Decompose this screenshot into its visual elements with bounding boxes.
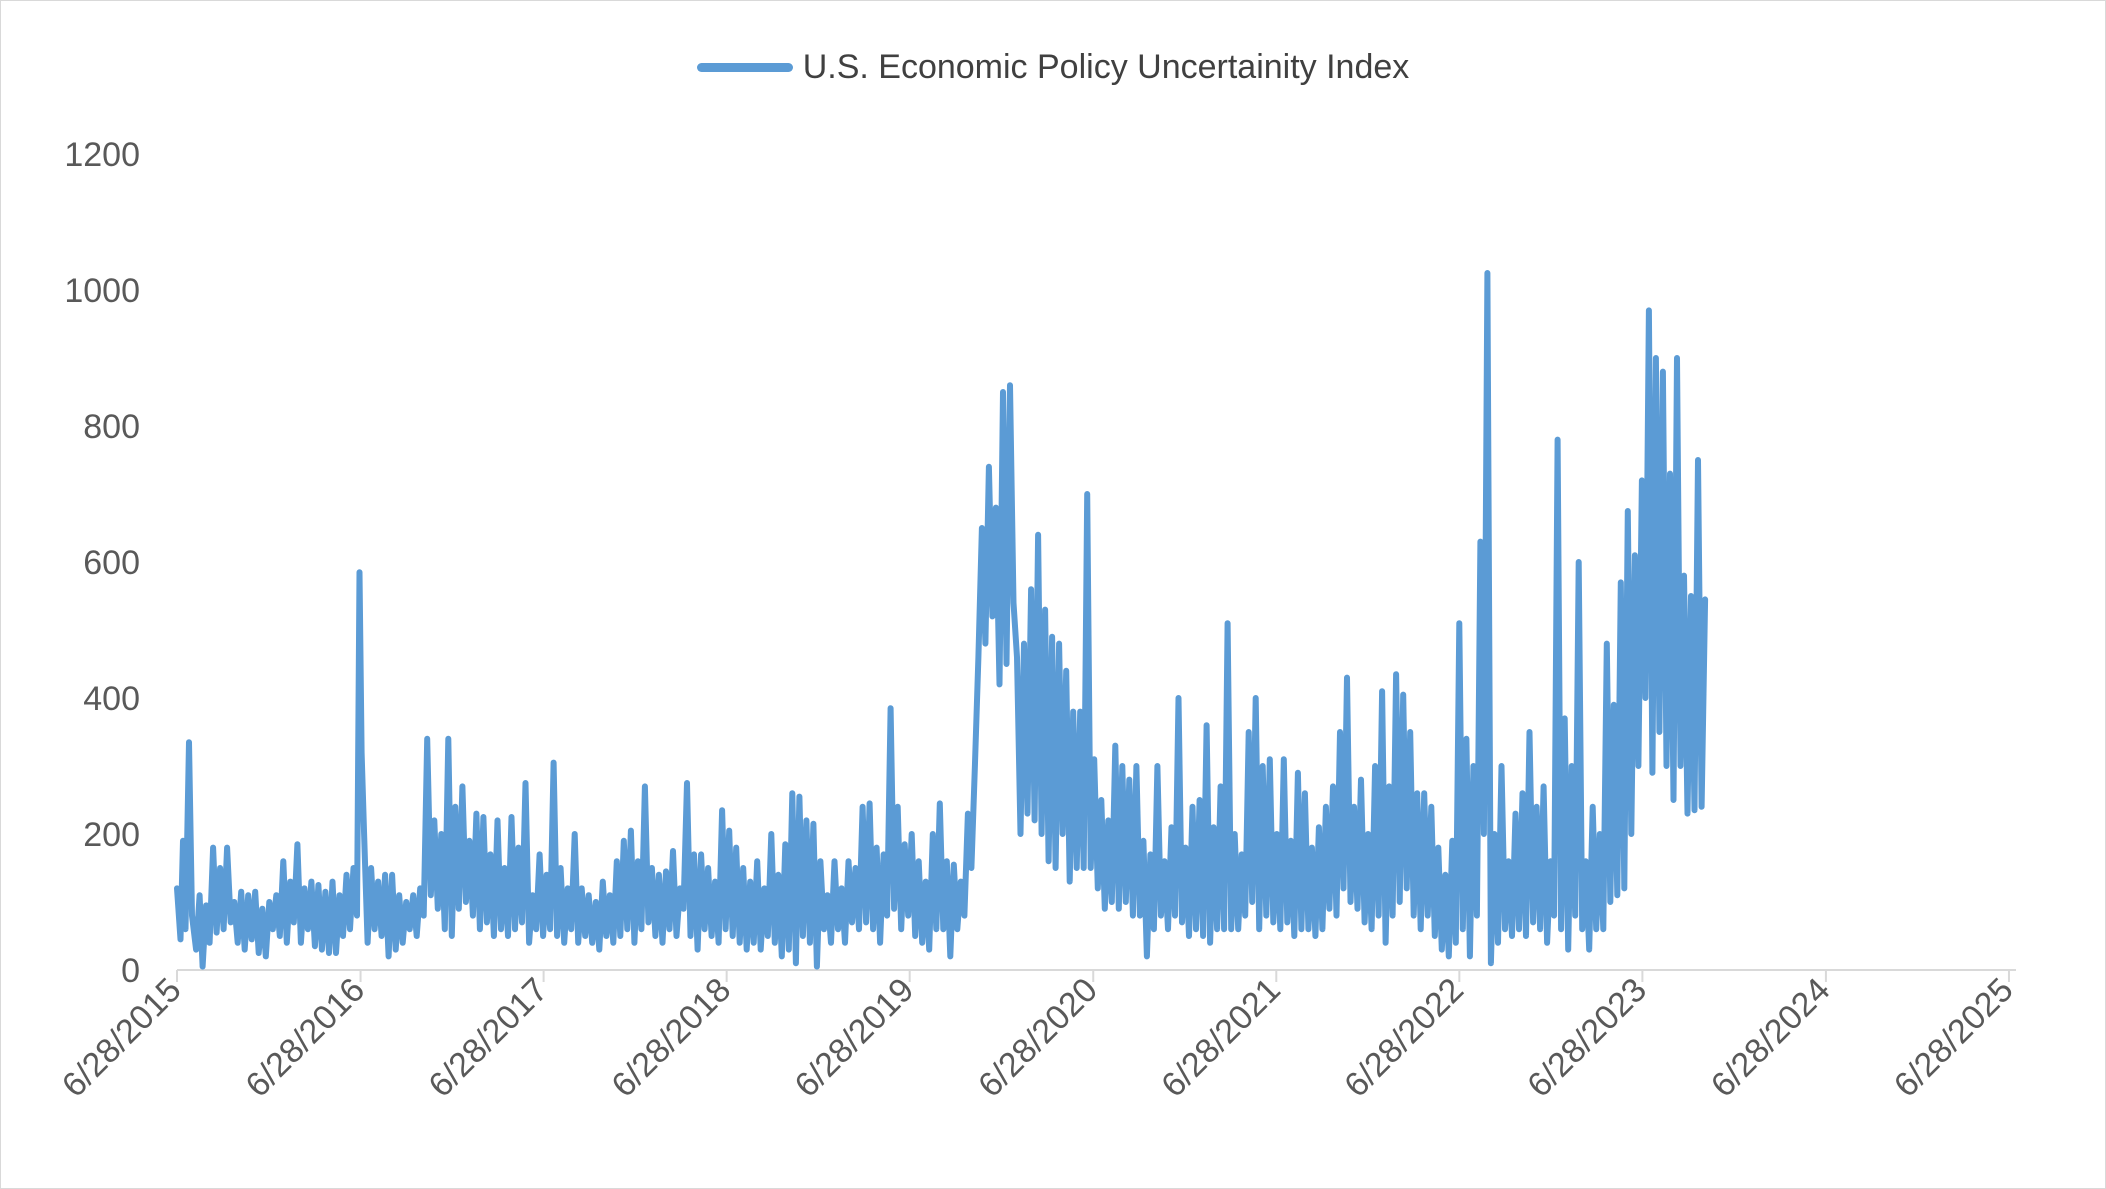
legend-label-series: U.S. Economic Policy Uncertainity Index	[802, 47, 1410, 86]
x-tick-label: 6/28/2020	[971, 971, 1105, 1105]
y-tick-label: 400	[83, 680, 140, 718]
y-axis: 0 200 400 600 800 1000 1200	[64, 136, 140, 990]
x-tick-label: 6/28/2025	[1887, 971, 2021, 1105]
x-tick-label: 6/28/2021	[1154, 971, 1288, 1105]
y-tick-label: 800	[83, 408, 140, 446]
x-tick-label: 6/28/2016	[238, 971, 372, 1105]
legend-swatch	[696, 62, 793, 72]
x-tick-label: 6/28/2017	[421, 971, 555, 1105]
x-axis: 6/28/2015 6/28/2016 6/28/2017 6/28/2018 6/28…	[55, 969, 2021, 1105]
x-tick-label: 6/28/2019	[788, 971, 922, 1105]
x-tick-label: 6/28/2018	[604, 971, 738, 1105]
y-tick-label: 0	[121, 952, 140, 990]
y-tick-label: 1200	[64, 136, 140, 174]
series-line-epu	[174, 270, 1709, 970]
series-layer	[174, 270, 1709, 970]
y-tick-label: 200	[83, 816, 140, 854]
x-tick-label: 6/28/2015	[55, 971, 189, 1105]
chart-legend: U.S. Economic Policy Uncertainity Index	[0, 42, 2106, 92]
x-tick-label: 6/28/2024	[1704, 971, 1838, 1105]
y-tick-label: 600	[83, 544, 140, 582]
x-tick-label: 6/28/2022	[1337, 971, 1471, 1105]
x-tick-label: 6/28/2023	[1520, 971, 1654, 1105]
y-tick-label: 1000	[64, 272, 140, 310]
